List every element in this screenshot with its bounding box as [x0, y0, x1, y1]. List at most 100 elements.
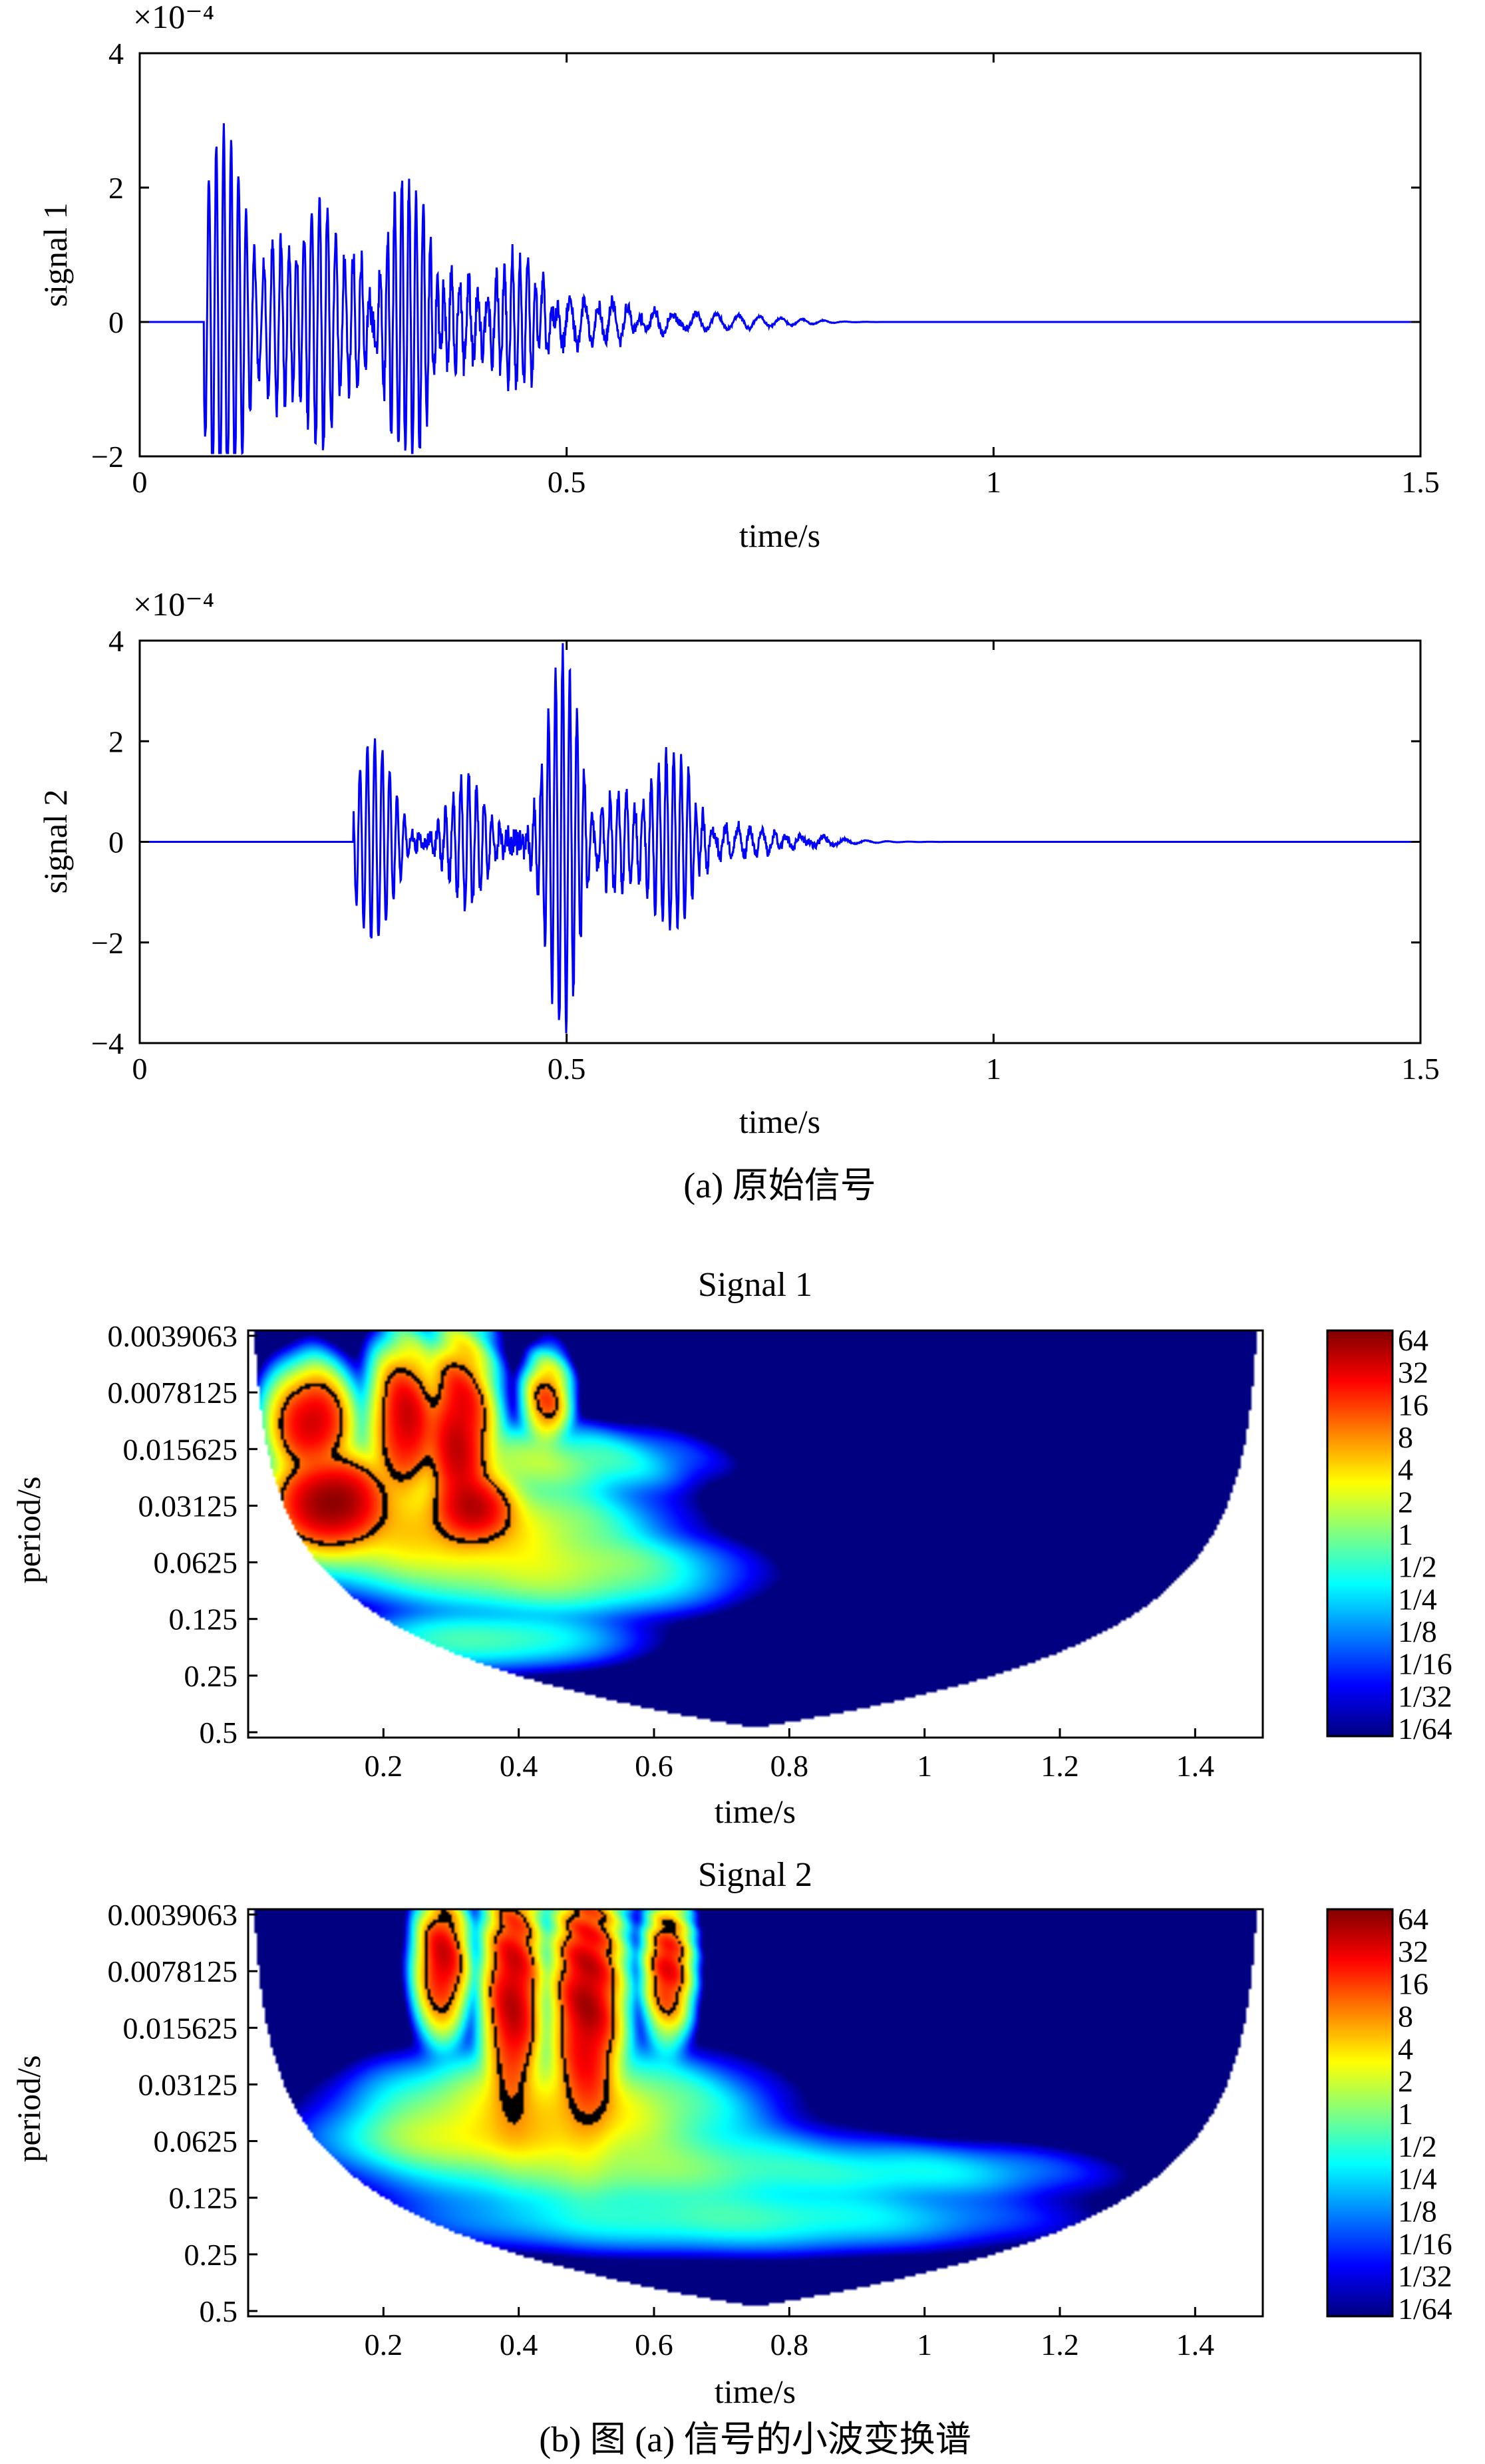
xtick-label: 0.4	[500, 2328, 538, 2362]
colorbar-label: 8	[1398, 1420, 1413, 1454]
xtick-label: 1.2	[1041, 2328, 1079, 2362]
wavelet2-heatmap	[249, 1909, 1262, 2316]
colorbar-label: 1/16	[1398, 2227, 1452, 2260]
xtick-label: 1	[986, 465, 1001, 499]
xtick-label: 1.2	[1041, 1749, 1079, 1783]
colorbar-label: 64	[1398, 1323, 1428, 1357]
xtick-label: 0.5	[548, 1052, 586, 1086]
colorbar-label: 1/2	[1398, 2129, 1437, 2163]
wavelet1-xlabel: time/s	[715, 1793, 796, 1830]
colorbar-label: 32	[1398, 1356, 1428, 1390]
xtick-label: 0.8	[770, 2328, 809, 2362]
xtick-label: 1	[917, 2328, 932, 2362]
ytick-label: 0.125	[169, 1603, 238, 1636]
wavelet2-ylabel: period/s	[10, 2055, 47, 2162]
xtick-label: 0.8	[770, 1749, 809, 1783]
wavelet1-title: Signal 1	[698, 1266, 812, 1304]
ytick-label: 0.0625	[154, 2125, 238, 2159]
wavelet2-plot: Signal 2 period/s time/s 0.2 0.4 0.6 0.8 1 1.…	[10, 1856, 1452, 2410]
ytick-label: 0	[108, 826, 124, 859]
ytick-label: 0.25	[184, 2238, 238, 2272]
wavelet1-colorbar	[1326, 1329, 1394, 1738]
xtick-label: 0.6	[635, 2328, 673, 2362]
xtick-label: 0.5	[548, 465, 586, 499]
colorbar-label: 1/8	[1398, 2195, 1437, 2229]
xtick-label: 1.4	[1176, 1749, 1215, 1783]
colorbar-label: 4	[1398, 1453, 1413, 1487]
colorbar-label: 1/8	[1398, 1615, 1437, 1648]
colorbar-label: 8	[1398, 2000, 1413, 2034]
colorbar-label: 1/4	[1398, 1582, 1437, 1616]
xtick-label: 0.4	[500, 1749, 538, 1783]
wavelet2-title: Signal 2	[698, 1856, 812, 1894]
signal1-xlabel: time/s	[739, 517, 820, 554]
colorbar-label: 1/64	[1398, 1712, 1452, 1746]
colorbar-label: 16	[1398, 1388, 1428, 1422]
signal2-series-line	[140, 643, 1420, 1034]
colorbar-label: 1/2	[1398, 1550, 1437, 1584]
ytick-label: 0.5	[200, 2294, 238, 2328]
wavelet1-ylabel: period/s	[10, 1476, 47, 1583]
ytick-label: 0.5	[200, 1716, 238, 1750]
xtick-label: 0.6	[635, 1749, 673, 1783]
ytick-label: 0.0039063	[108, 1898, 238, 1932]
wavelet2-colorbar	[1326, 1908, 1394, 2318]
ytick-label: 0.03125	[138, 2068, 238, 2101]
ytick-label: 2	[108, 724, 124, 758]
colorbar-label: 4	[1398, 2032, 1413, 2066]
signal1-ylabel: signal 1	[37, 203, 74, 307]
caption-a: (a) 原始信号	[683, 1165, 876, 1205]
xtick-label: 1	[986, 1052, 1001, 1086]
ytick-label: 4	[108, 624, 124, 658]
ytick-label: 0.0078125	[108, 1376, 238, 1410]
colorbar-label: 1	[1398, 1517, 1413, 1551]
wavelet1-axes-box	[247, 1329, 1264, 1739]
ytick-label: 0	[108, 305, 124, 339]
ytick-label: 0.015625	[123, 2011, 238, 2045]
colorbar-label: 1/64	[1398, 2292, 1452, 2326]
colorbar-label: 16	[1398, 1967, 1428, 2001]
colorbar-label: 2	[1398, 2064, 1413, 2098]
xtick-label: 1.5	[1401, 465, 1440, 499]
ytick-label: 0.0078125	[108, 1954, 238, 1988]
ytick-label: 2	[108, 171, 124, 205]
colorbar-label: 1/32	[1398, 2259, 1452, 2293]
ytick-label: 0.03125	[138, 1489, 238, 1523]
signal2-exponent: ×10⁻⁴	[133, 585, 214, 623]
xtick-label: 0	[132, 1052, 148, 1086]
ytick-label: 0.015625	[123, 1432, 238, 1466]
ytick-label: −2	[91, 440, 124, 474]
colorbar-label: 1/4	[1398, 2162, 1437, 2196]
colorbar-label: 32	[1398, 1934, 1428, 1968]
signal2-ylabel: signal 2	[37, 790, 74, 894]
wavelet2-axes-box	[247, 1908, 1264, 2318]
signal2-plot: ×10⁻⁴ signal 2 time/s 0 0.5 1 1.5 4 2 0 −2 −4	[37, 585, 1440, 1140]
caption-b: (b) 图 (a) 信号的小波变换谱	[539, 2419, 971, 2459]
signal1-exponent: ×10⁻⁴	[133, 0, 214, 35]
ytick-label: 0.125	[169, 2181, 238, 2215]
colorbar-label: 1	[1398, 2097, 1413, 2131]
xtick-label: 0.2	[365, 1749, 403, 1783]
wavelet1-plot: Signal 1 period/s time/s 0.2 0.4 0.6 0.8 1 1.…	[10, 1266, 1452, 1830]
xtick-label: 0	[132, 465, 148, 499]
colorbar-label: 2	[1398, 1485, 1413, 1519]
colorbar-label: 1/16	[1398, 1647, 1452, 1681]
ytick-label: −4	[91, 1026, 124, 1060]
ytick-label: 0.0039063	[108, 1319, 238, 1353]
signal1-series-line	[140, 123, 1420, 456]
ytick-label: −2	[91, 926, 124, 960]
xtick-label: 0.2	[365, 2328, 403, 2362]
wavelet1-heatmap	[249, 1330, 1262, 1738]
xtick-label: 1.5	[1401, 1052, 1440, 1086]
signal2-xlabel: time/s	[739, 1103, 820, 1140]
wavelet2-xlabel: time/s	[715, 2373, 796, 2410]
ytick-label: 0.25	[184, 1659, 238, 1693]
xtick-label: 1	[917, 1749, 932, 1783]
colorbar-label: 1/32	[1398, 1679, 1452, 1713]
ytick-label: 4	[108, 37, 124, 71]
colorbar-label: 64	[1398, 1902, 1428, 1936]
ytick-label: 0.0625	[154, 1546, 238, 1580]
xtick-label: 1.4	[1176, 2328, 1215, 2362]
